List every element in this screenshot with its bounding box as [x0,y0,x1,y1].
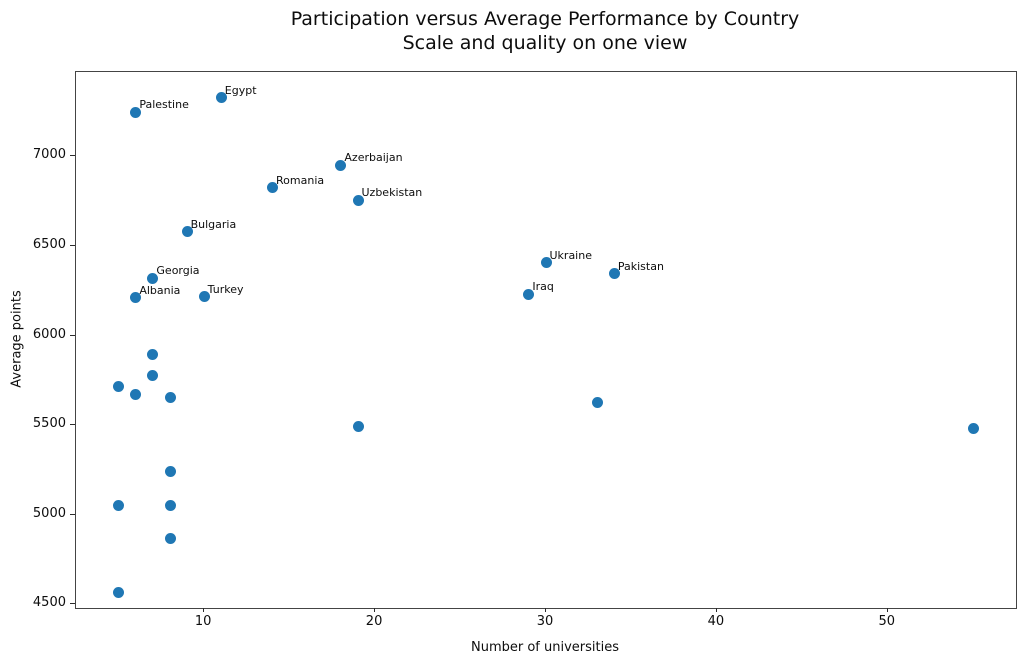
point-label: Bulgaria [190,217,237,231]
data-point [130,292,142,304]
y-tick-mark [70,334,75,336]
data-point [164,533,176,545]
y-tick-mark [70,603,75,605]
x-tick-mark [886,608,888,612]
plot-area: Egypt Palestine Azerbaijan Romania Uzbekista… [75,71,1017,609]
point-label: Palestine [139,98,189,112]
data-point [335,159,347,171]
point-label: Georgia [156,264,200,278]
x-tick-label: 50 [878,614,896,629]
y-tick-label: 6500 [32,236,66,252]
x-tick-mark [374,608,376,612]
data-point [215,92,227,104]
point-label: Iraq [532,280,554,294]
chart-title-block: Participation versus Average Performance… [75,7,1015,55]
point-label: Egypt [224,83,257,97]
data-point [967,423,979,435]
chart-title: Participation versus Average Performance… [290,8,800,30]
point-label: Albania [139,283,181,297]
data-point [591,397,603,409]
data-point [181,226,193,238]
data-point [147,272,159,284]
x-tick-mark [715,608,717,612]
y-tick-label: 4500 [32,595,66,611]
data-point [147,348,159,360]
data-point [113,381,125,393]
data-point [198,291,210,303]
data-point [164,466,176,478]
data-point [523,288,535,300]
y-axis-label: Average points [9,290,25,388]
point-label: Turkey [207,282,244,296]
x-tick-label: 40 [707,614,725,629]
y-tick-label: 6000 [32,326,66,342]
data-point [608,268,620,280]
x-tick-label: 10 [194,614,212,629]
x-tick-mark [545,608,546,612]
data-point [164,391,176,403]
point-label: Pakistan [617,259,664,273]
point-label: Azerbaijan [344,151,403,165]
data-point [113,500,125,512]
data-point [352,194,364,206]
data-point [352,421,364,433]
x-tick-label: 20 [365,614,383,629]
x-tick-mark [203,608,205,612]
y-tick-mark [70,513,75,515]
data-point [164,500,176,512]
y-tick-mark [70,244,75,246]
x-axis-label: Number of universities [470,640,619,655]
y-tick-label: 7000 [32,147,66,163]
y-tick-mark [70,424,75,426]
y-tick-mark [70,155,75,157]
data-point [267,182,279,194]
point-label: Romania [276,173,325,187]
y-tick-label: 5000 [32,505,66,521]
point-label: Ukraine [549,248,592,262]
data-point [130,389,142,401]
x-tick-label: 30 [536,614,554,629]
point-label: Uzbekistan [361,186,423,200]
data-point [540,257,552,269]
chart-subtitle: Scale and quality on one view [402,32,688,54]
data-point [147,370,159,382]
data-point [130,106,142,118]
y-tick-label: 5500 [32,416,66,432]
data-point [113,587,125,599]
